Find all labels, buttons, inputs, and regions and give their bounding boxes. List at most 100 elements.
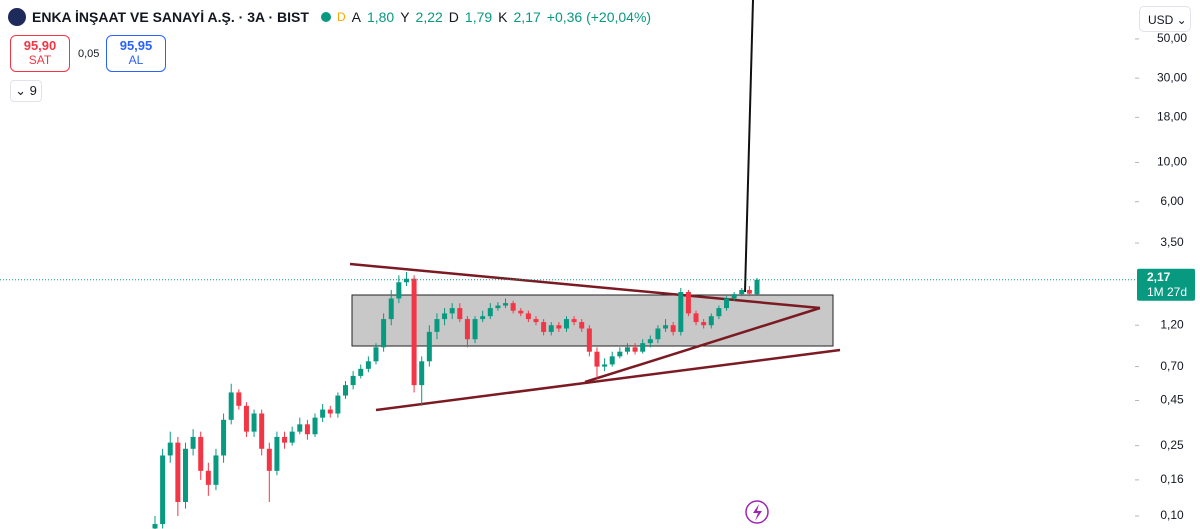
candle-body <box>243 405 249 432</box>
candle-body <box>594 351 600 367</box>
trend-line <box>349 262 821 310</box>
candle-body <box>480 316 486 320</box>
candle-body <box>403 278 409 283</box>
candle-body <box>419 361 425 386</box>
candle-body <box>388 298 394 320</box>
spread: 0,05 <box>78 48 100 60</box>
ohlc-value: 1,80 <box>366 9 395 25</box>
alert-icon[interactable] <box>745 500 769 524</box>
candle-body <box>259 413 265 449</box>
indicator-toggle[interactable]: ⌄ 9 <box>10 80 42 102</box>
candle-body <box>533 319 539 323</box>
candle-body <box>617 351 623 357</box>
candle-body <box>381 319 387 348</box>
drawn-line <box>744 0 754 293</box>
y-tick-label: 0,25 <box>1160 438 1184 452</box>
candle-body <box>701 322 707 326</box>
sell-label: SAT <box>28 53 52 67</box>
candle-body <box>663 325 669 329</box>
candle-body <box>693 313 699 323</box>
candle-body <box>358 368 364 376</box>
candle-body <box>350 375 356 386</box>
status-dot <box>320 12 331 22</box>
ohlc-key: K <box>498 9 508 25</box>
buy-price: 95,95 <box>119 38 153 53</box>
candle-body <box>655 328 661 340</box>
candle-body <box>274 436 280 471</box>
candle-body <box>685 291 691 314</box>
ohlc-value: 2,22 <box>415 9 443 25</box>
candle-body <box>724 298 730 309</box>
candle-body <box>335 395 341 414</box>
candle-body <box>167 442 173 456</box>
candle-body <box>708 316 714 326</box>
candle-body <box>754 279 760 295</box>
y-tick-label: 30,00 <box>1157 70 1187 84</box>
buy-button[interactable]: 95,95 AL <box>106 35 166 72</box>
candle-body <box>579 322 585 329</box>
candle-body <box>541 322 547 332</box>
candle-body <box>152 524 158 529</box>
price-tag <box>1137 268 1195 301</box>
indicator-count: 9 <box>29 83 37 98</box>
ohlc-value: 2,17 <box>513 9 541 25</box>
candle-body <box>457 308 463 320</box>
y-tick-label: 1,20 <box>1160 317 1184 331</box>
ohlc-key: A <box>351 9 361 25</box>
buy-label: AL <box>128 53 144 67</box>
logo <box>8 8 26 26</box>
candle-body <box>304 424 310 435</box>
trend-line <box>584 306 821 384</box>
candle-body <box>205 470 211 485</box>
candle-body <box>548 325 554 332</box>
candle-body <box>297 424 303 432</box>
candle-body <box>426 331 432 362</box>
candle-body <box>563 319 569 329</box>
candle-body <box>365 361 371 369</box>
price-countdown: 1M 27d <box>1147 285 1187 299</box>
candle-body <box>160 455 166 525</box>
candle-body <box>190 436 196 449</box>
candle-body <box>236 392 242 406</box>
currency-select[interactable]: USD ⌄ <box>1139 6 1191 32</box>
candle-body <box>716 308 722 317</box>
candle-body <box>442 313 448 320</box>
candle-body <box>746 289 752 294</box>
ohlc-value: 1,79 <box>464 9 493 25</box>
candle-body <box>411 278 417 386</box>
candle-body <box>449 308 455 314</box>
candle-body <box>647 339 653 344</box>
candle-body <box>495 305 501 309</box>
candle-body <box>175 442 181 502</box>
candle-body <box>731 294 737 299</box>
candle-body <box>518 310 524 314</box>
y-tick-label: 0,16 <box>1160 472 1184 486</box>
candle-body <box>739 289 745 295</box>
candle-body <box>624 347 630 352</box>
alert-bolt <box>753 504 762 521</box>
y-tick-label: 10,00 <box>1157 155 1187 169</box>
change: +0,36 (+20,04%) <box>546 9 652 25</box>
candle-body <box>266 448 272 471</box>
candle-body <box>434 319 440 332</box>
candle-body <box>198 436 204 471</box>
candle-body <box>327 409 333 414</box>
trend-line <box>375 348 841 412</box>
candle-body <box>503 303 509 306</box>
candle-body <box>289 431 295 443</box>
candle-body <box>510 303 516 311</box>
range-box <box>351 294 834 347</box>
candle-body <box>228 392 234 420</box>
candle-body <box>251 413 257 432</box>
currency: USD <box>1148 13 1174 27</box>
candle-body <box>487 308 493 317</box>
y-tick-label: 18,00 <box>1157 110 1187 124</box>
candle-body <box>525 313 531 320</box>
sell-price: 95,90 <box>23 38 57 53</box>
candle-body <box>282 436 288 443</box>
sell-button[interactable]: 95,90 SAT <box>10 35 70 72</box>
candle-body <box>670 325 676 332</box>
price-tag-label: 2,17 <box>1147 270 1171 284</box>
candle-body <box>586 328 592 352</box>
